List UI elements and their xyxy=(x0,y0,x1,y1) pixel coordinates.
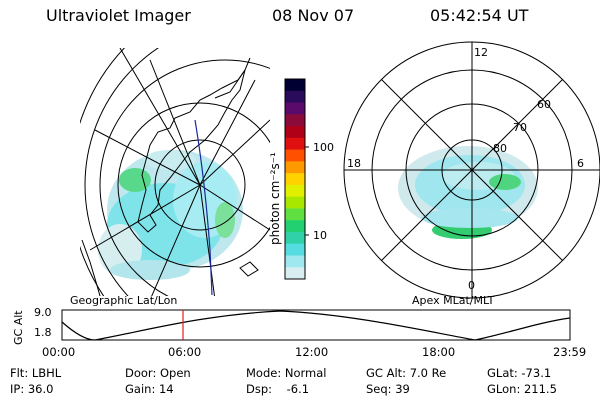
alt-curve xyxy=(61,310,571,341)
date-label: 08 Nov 07 xyxy=(272,6,355,25)
colorbar-segment xyxy=(285,196,305,209)
alt-xtick-3: 18:00 xyxy=(422,345,456,359)
info-gcalt: GC Alt: 7.0 Re xyxy=(366,366,447,380)
geo-coastline xyxy=(137,69,246,233)
colorbar-segment xyxy=(285,90,305,104)
colorbar-segment xyxy=(285,255,305,268)
info-ip: IP: 36.0 xyxy=(10,382,54,396)
info-mode: Mode: Normal xyxy=(246,366,327,380)
polar-mlt-0: 0 xyxy=(468,279,475,292)
colorbar-segment xyxy=(285,184,305,198)
alt-xtick-0: 00:00 xyxy=(42,345,76,359)
colorbar-segment xyxy=(285,161,305,174)
colorbar-segment xyxy=(285,114,305,127)
colorbar-segment xyxy=(285,102,305,115)
polar-lat-60: 60 xyxy=(537,98,551,111)
info-glat: GLat: -73.1 xyxy=(487,366,552,380)
info-glon: GLon: 211.5 xyxy=(487,382,557,396)
polar-plot-label: Apex MLat/MLT xyxy=(412,294,495,307)
colorbar-segment xyxy=(285,208,305,221)
alt-ytick-high: 9.0 xyxy=(34,306,52,319)
time-label: 05:42:54 UT xyxy=(430,6,529,25)
info-seq: Seq: 39 xyxy=(366,382,410,396)
info-door: Door: Open xyxy=(125,366,191,380)
info-flt: Flt: LBHL xyxy=(10,366,62,380)
colorbar-segment xyxy=(285,137,305,151)
colorbar-tick-10: 10 xyxy=(313,229,327,242)
alt-xtick-2: 12:00 xyxy=(295,345,329,359)
polar-mlt-18: 18 xyxy=(347,157,361,170)
polar-mlt-12: 12 xyxy=(474,46,488,59)
geo-map-label: Geographic Lat/Lon xyxy=(70,294,178,307)
polar-lat-70: 70 xyxy=(513,121,527,134)
polar-grid xyxy=(343,41,600,299)
colorbar-tick-100: 100 xyxy=(313,141,334,154)
alt-ytick-low: 1.8 xyxy=(34,326,52,339)
alt-plot-frame xyxy=(61,309,571,341)
colorbar-segment xyxy=(285,149,305,162)
instrument-title: Ultraviolet Imager xyxy=(46,6,191,25)
polar-lat-80: 80 xyxy=(493,142,507,155)
polar-mlt-6: 6 xyxy=(577,157,584,170)
info-gain: Gain: 14 xyxy=(125,382,174,396)
alt-xtick-4: 23:59 xyxy=(553,345,587,359)
info-dsp: Dsp: -6.1 xyxy=(246,382,310,396)
colorbar xyxy=(284,78,309,280)
colorbar-segment xyxy=(285,231,305,245)
colorbar-segment xyxy=(285,243,305,256)
colorbar-segment xyxy=(285,126,305,139)
geo-meridian-line xyxy=(194,119,213,296)
geo-graticule xyxy=(80,48,270,296)
colorbar-segment xyxy=(285,173,305,186)
alt-xtick-1: 06:00 xyxy=(168,345,202,359)
colorbar-segment xyxy=(285,79,305,92)
colorbar-segment xyxy=(285,267,305,280)
colorbar-segment xyxy=(285,220,305,233)
